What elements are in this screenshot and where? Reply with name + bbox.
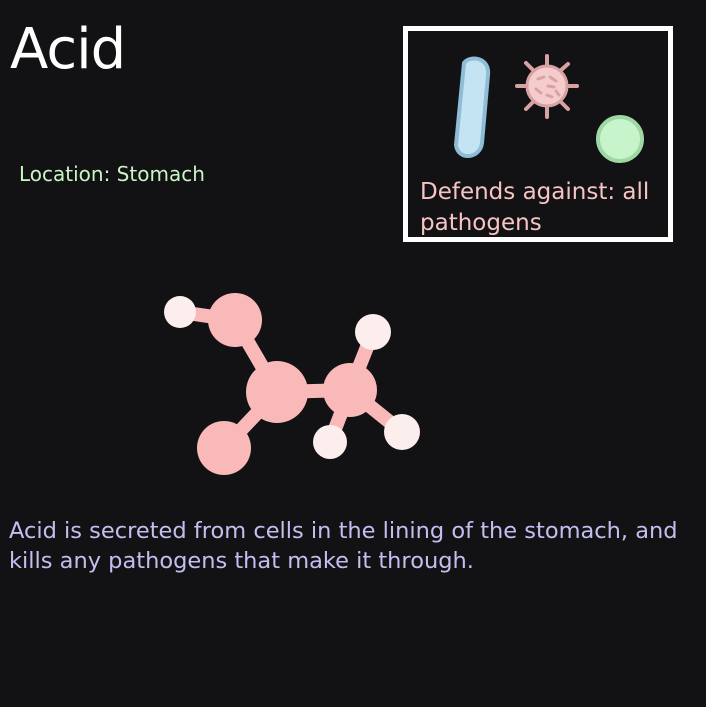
hydrogen-atom xyxy=(355,314,391,350)
defends-against-text: Defends against: all pathogens xyxy=(420,179,650,236)
hydrogen-atom xyxy=(313,425,347,459)
hydrogen-atom xyxy=(164,296,196,328)
atom-center xyxy=(246,361,308,423)
bacillus-icon xyxy=(454,56,491,158)
molecule-icon xyxy=(164,293,420,475)
defense-panel: Defends against: all pathogens xyxy=(403,26,673,242)
coccus-icon xyxy=(596,115,644,163)
virus-icon xyxy=(515,54,579,119)
card-title: Acid xyxy=(10,17,126,82)
atom-right xyxy=(323,363,377,417)
description-text: Acid is secreted from cells in the linin… xyxy=(9,518,678,574)
location-label: Location: Stomach xyxy=(19,162,205,186)
atom-bottom-left xyxy=(197,421,251,475)
atom-top-left xyxy=(208,293,262,347)
hydrogen-atom xyxy=(384,414,420,450)
pathogen-icons xyxy=(454,54,644,163)
